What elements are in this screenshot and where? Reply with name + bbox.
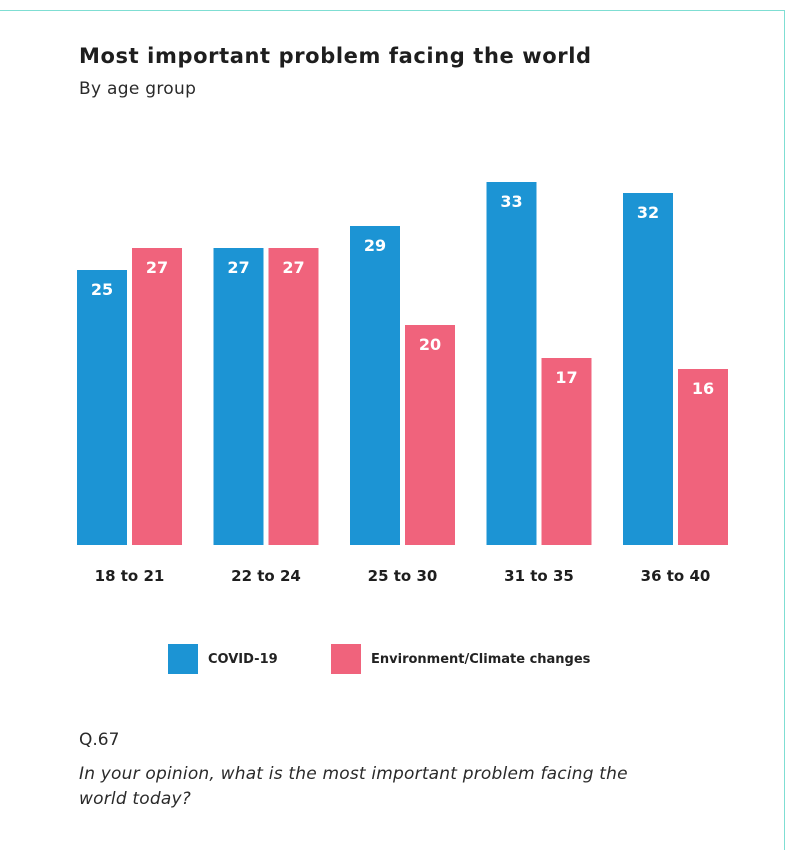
bar-covid-4 <box>623 193 673 545</box>
category-label-0: 18 to 21 <box>95 567 165 585</box>
legend-label-covid: COVID-19 <box>208 651 278 667</box>
data-label-environment-2: 20 <box>419 335 441 354</box>
bar-covid-2 <box>350 226 400 545</box>
data-label-environment-1: 27 <box>282 258 304 277</box>
data-label-covid-0: 25 <box>91 280 113 299</box>
bar-environment-0 <box>132 248 182 545</box>
chart-frame <box>0 10 785 850</box>
legend-swatch-covid <box>168 644 198 674</box>
bar-environment-4 <box>678 369 728 545</box>
question-text: In your opinion, what is the most import… <box>79 764 628 809</box>
data-label-environment-4: 16 <box>692 379 714 398</box>
data-label-covid-2: 29 <box>364 236 386 255</box>
data-label-covid-1: 27 <box>227 258 249 277</box>
bar-environment-2 <box>405 325 455 545</box>
bar-covid-0 <box>77 270 127 545</box>
bar-covid-3 <box>486 182 537 545</box>
category-label-4: 36 to 40 <box>641 567 711 585</box>
category-label-3: 31 to 35 <box>504 567 574 585</box>
category-label-1: 22 to 24 <box>231 567 301 585</box>
data-label-environment-0: 27 <box>146 258 168 277</box>
data-label-environment-3: 17 <box>555 368 577 387</box>
legend-item-covid: COVID-19 <box>168 644 278 674</box>
legend-swatch-environment <box>331 644 361 674</box>
question-number: Q.67 <box>79 730 120 750</box>
chart-subtitle: By age group <box>79 79 197 99</box>
category-label-2: 25 to 30 <box>368 567 438 585</box>
bar-environment-1 <box>268 248 319 545</box>
chart-title: Most important problem facing the world <box>79 44 592 68</box>
data-label-covid-3: 33 <box>500 192 522 211</box>
bar-chart: 25 27 18 to 21 27 27 22 to 24 29 20 25 to 30 33 17… <box>77 182 728 585</box>
bar-covid-1 <box>213 248 264 545</box>
legend-label-environment: Environment/Climate changes <box>371 651 591 667</box>
legend-item-environment: Environment/Climate changes <box>331 644 590 674</box>
bar-environment-3 <box>541 358 592 545</box>
data-label-covid-4: 32 <box>637 203 659 222</box>
